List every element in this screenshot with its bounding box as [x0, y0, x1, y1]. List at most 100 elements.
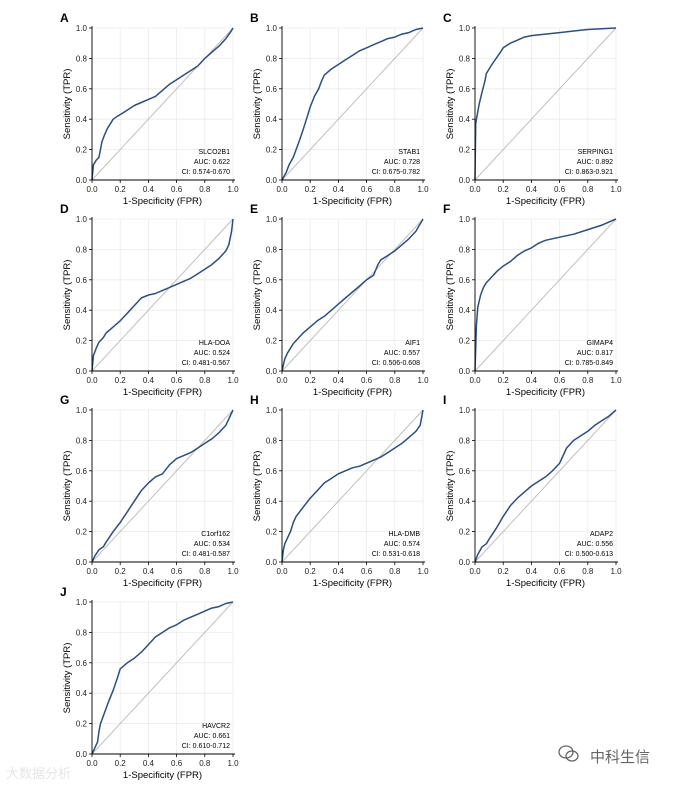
panel-letter: A — [60, 11, 69, 25]
reference-diagonal — [474, 27, 617, 181]
auc-label: AUC: 0.524 — [194, 350, 230, 357]
y-tick-label: 0.2 — [76, 146, 88, 155]
x-tick-label: 0.0 — [469, 567, 481, 576]
y-tick-label: 0.4 — [459, 497, 471, 506]
roc-panel-g: 0.00.0 0.2 0.2 0.4 0.4 0.6 0.6 0.8 0.8 1.0 1.0 1-Sp… — [60, 393, 239, 589]
x-axis-title: 1-Specificity (FPR) — [313, 387, 392, 398]
x-tick-label: 0.8 — [199, 567, 211, 576]
y-tick-label: 1.0 — [266, 24, 278, 33]
x-axis-title: 1-Specificity (FPR) — [123, 387, 202, 398]
y-tick-label: 1.0 — [76, 24, 88, 33]
ci-label: CI: 0.481-0.567 — [182, 360, 230, 367]
auc-label: AUC: 0.622 — [194, 159, 230, 166]
y-tick-label: 0.2 — [459, 337, 471, 346]
y-tick-label: 1.0 — [76, 598, 88, 607]
x-tick-label: 0.2 — [498, 185, 510, 194]
auc-label: AUC: 0.892 — [577, 159, 613, 166]
ci-label: CI: 0.481-0.587 — [182, 551, 230, 558]
gene-label: AIF1 — [405, 340, 420, 347]
auc-label: AUC: 0.661 — [194, 733, 230, 740]
x-tick-label: 0.2 — [115, 185, 127, 194]
y-tick-label: 0.6 — [459, 276, 471, 285]
y-tick-label: 0.6 — [266, 276, 278, 285]
y-tick-label: 0.8 — [76, 54, 88, 63]
roc-panel-j: 0.00.0 0.2 0.2 0.4 0.4 0.6 0.6 0.8 0.8 1.0 1.0 1-Sp… — [60, 585, 239, 781]
x-tick-label: 0.4 — [143, 759, 155, 768]
roc-panel-i: 0.00.0 0.2 0.2 0.4 0.4 0.6 0.6 0.8 0.8 1.0 1.0 1-Sp… — [443, 393, 622, 589]
x-tick-label: 1.0 — [610, 185, 622, 194]
x-tick-label: 1.0 — [417, 567, 429, 576]
y-tick-label: 0.4 — [76, 115, 88, 124]
ci-label: CI: 0.675-0.782 — [372, 169, 420, 176]
roc-panel-c: 0.00.0 0.2 0.2 0.4 0.4 0.6 0.6 0.8 0.8 1.0 1.0 1-Sp… — [443, 11, 622, 207]
x-tick-label: 0.0 — [86, 376, 98, 385]
x-tick-label: 0.4 — [526, 376, 538, 385]
x-tick-label: 0.2 — [115, 759, 127, 768]
y-tick-label: 0.8 — [266, 245, 278, 254]
x-tick-label: 0.8 — [199, 185, 211, 194]
y-tick-label: 0.0 — [76, 176, 88, 185]
y-tick-label: 0.4 — [459, 306, 471, 315]
auc-label: AUC: 0.817 — [577, 350, 613, 357]
y-tick-label: 0.8 — [76, 245, 88, 254]
x-tick-label: 0.0 — [86, 759, 98, 768]
x-tick-label: 0.4 — [143, 376, 155, 385]
panel-letter: G — [60, 393, 69, 407]
x-tick-label: 0.8 — [199, 759, 211, 768]
x-tick-label: 1.0 — [227, 567, 239, 576]
roc-curve — [91, 27, 234, 181]
y-tick-label: 0.8 — [76, 628, 88, 637]
roc-panel-e: 0.00.0 0.2 0.2 0.4 0.4 0.6 0.6 0.8 0.8 1.0 1.0 1-Sp… — [250, 202, 429, 398]
y-tick-label: 0.0 — [76, 750, 88, 759]
gene-label: SLCO2B1 — [198, 149, 230, 156]
watermark-left: 大数据分析 — [6, 767, 72, 782]
y-axis-title: Sensitivity (TPR) — [252, 69, 263, 140]
x-tick-label: 0.4 — [143, 567, 155, 576]
y-tick-label: 0.4 — [76, 306, 88, 315]
x-tick-label: 1.0 — [227, 759, 239, 768]
y-tick-label: 0.4 — [266, 306, 278, 315]
x-tick-label: 0.0 — [86, 185, 98, 194]
x-tick-label: 0.6 — [361, 185, 373, 194]
y-axis-title: Sensitivity (TPR) — [445, 260, 456, 331]
x-axis-title: 1-Specificity (FPR) — [313, 196, 392, 207]
reference-diagonal — [281, 409, 424, 563]
y-tick-label: 0.6 — [76, 276, 88, 285]
auc-label: AUC: 0.534 — [194, 541, 230, 548]
x-axis-title: 1-Specificity (FPR) — [123, 770, 202, 781]
watermark-right: 中科生信 — [590, 748, 651, 766]
roc-panel-d: 0.00.0 0.2 0.2 0.4 0.4 0.6 0.6 0.8 0.8 1.0 1.0 1-Sp… — [60, 202, 239, 398]
roc-panel-a: 0.00.0 0.2 0.2 0.4 0.4 0.6 0.6 0.8 0.8 1.0 1.0 1-Sp… — [60, 11, 239, 207]
x-tick-label: 0.4 — [333, 185, 345, 194]
reference-diagonal — [281, 218, 424, 372]
y-tick-label: 0.8 — [459, 436, 471, 445]
reference-diagonal — [91, 218, 234, 372]
x-tick-label: 0.6 — [554, 567, 566, 576]
ci-label: CI: 0.531-0.618 — [372, 551, 420, 558]
y-axis-title: Sensitivity (TPR) — [62, 69, 73, 140]
roc-curve — [474, 409, 617, 563]
x-tick-label: 1.0 — [417, 185, 429, 194]
roc-panel-f: 0.00.0 0.2 0.2 0.4 0.4 0.6 0.6 0.8 0.8 1.0 1.0 1-Sp… — [443, 202, 622, 398]
roc-curve — [91, 409, 234, 563]
y-tick-label: 0.8 — [459, 245, 471, 254]
x-tick-label: 0.2 — [305, 185, 317, 194]
x-tick-label: 0.8 — [582, 567, 594, 576]
y-tick-label: 0.4 — [459, 115, 471, 124]
x-tick-label: 0.4 — [526, 567, 538, 576]
roc-curve — [91, 218, 234, 372]
y-tick-label: 1.0 — [459, 24, 471, 33]
x-tick-label: 0.4 — [143, 185, 155, 194]
x-tick-label: 0.0 — [276, 376, 288, 385]
x-tick-label: 1.0 — [610, 567, 622, 576]
y-tick-label: 0.0 — [266, 176, 278, 185]
panel-letter: C — [443, 11, 452, 25]
y-tick-label: 0.4 — [76, 689, 88, 698]
roc-curve — [91, 601, 234, 755]
panel-letter: D — [60, 202, 69, 216]
x-tick-label: 1.0 — [227, 376, 239, 385]
y-tick-label: 1.0 — [76, 215, 88, 224]
x-tick-label: 0.6 — [361, 567, 373, 576]
panel-letter: F — [443, 202, 450, 216]
